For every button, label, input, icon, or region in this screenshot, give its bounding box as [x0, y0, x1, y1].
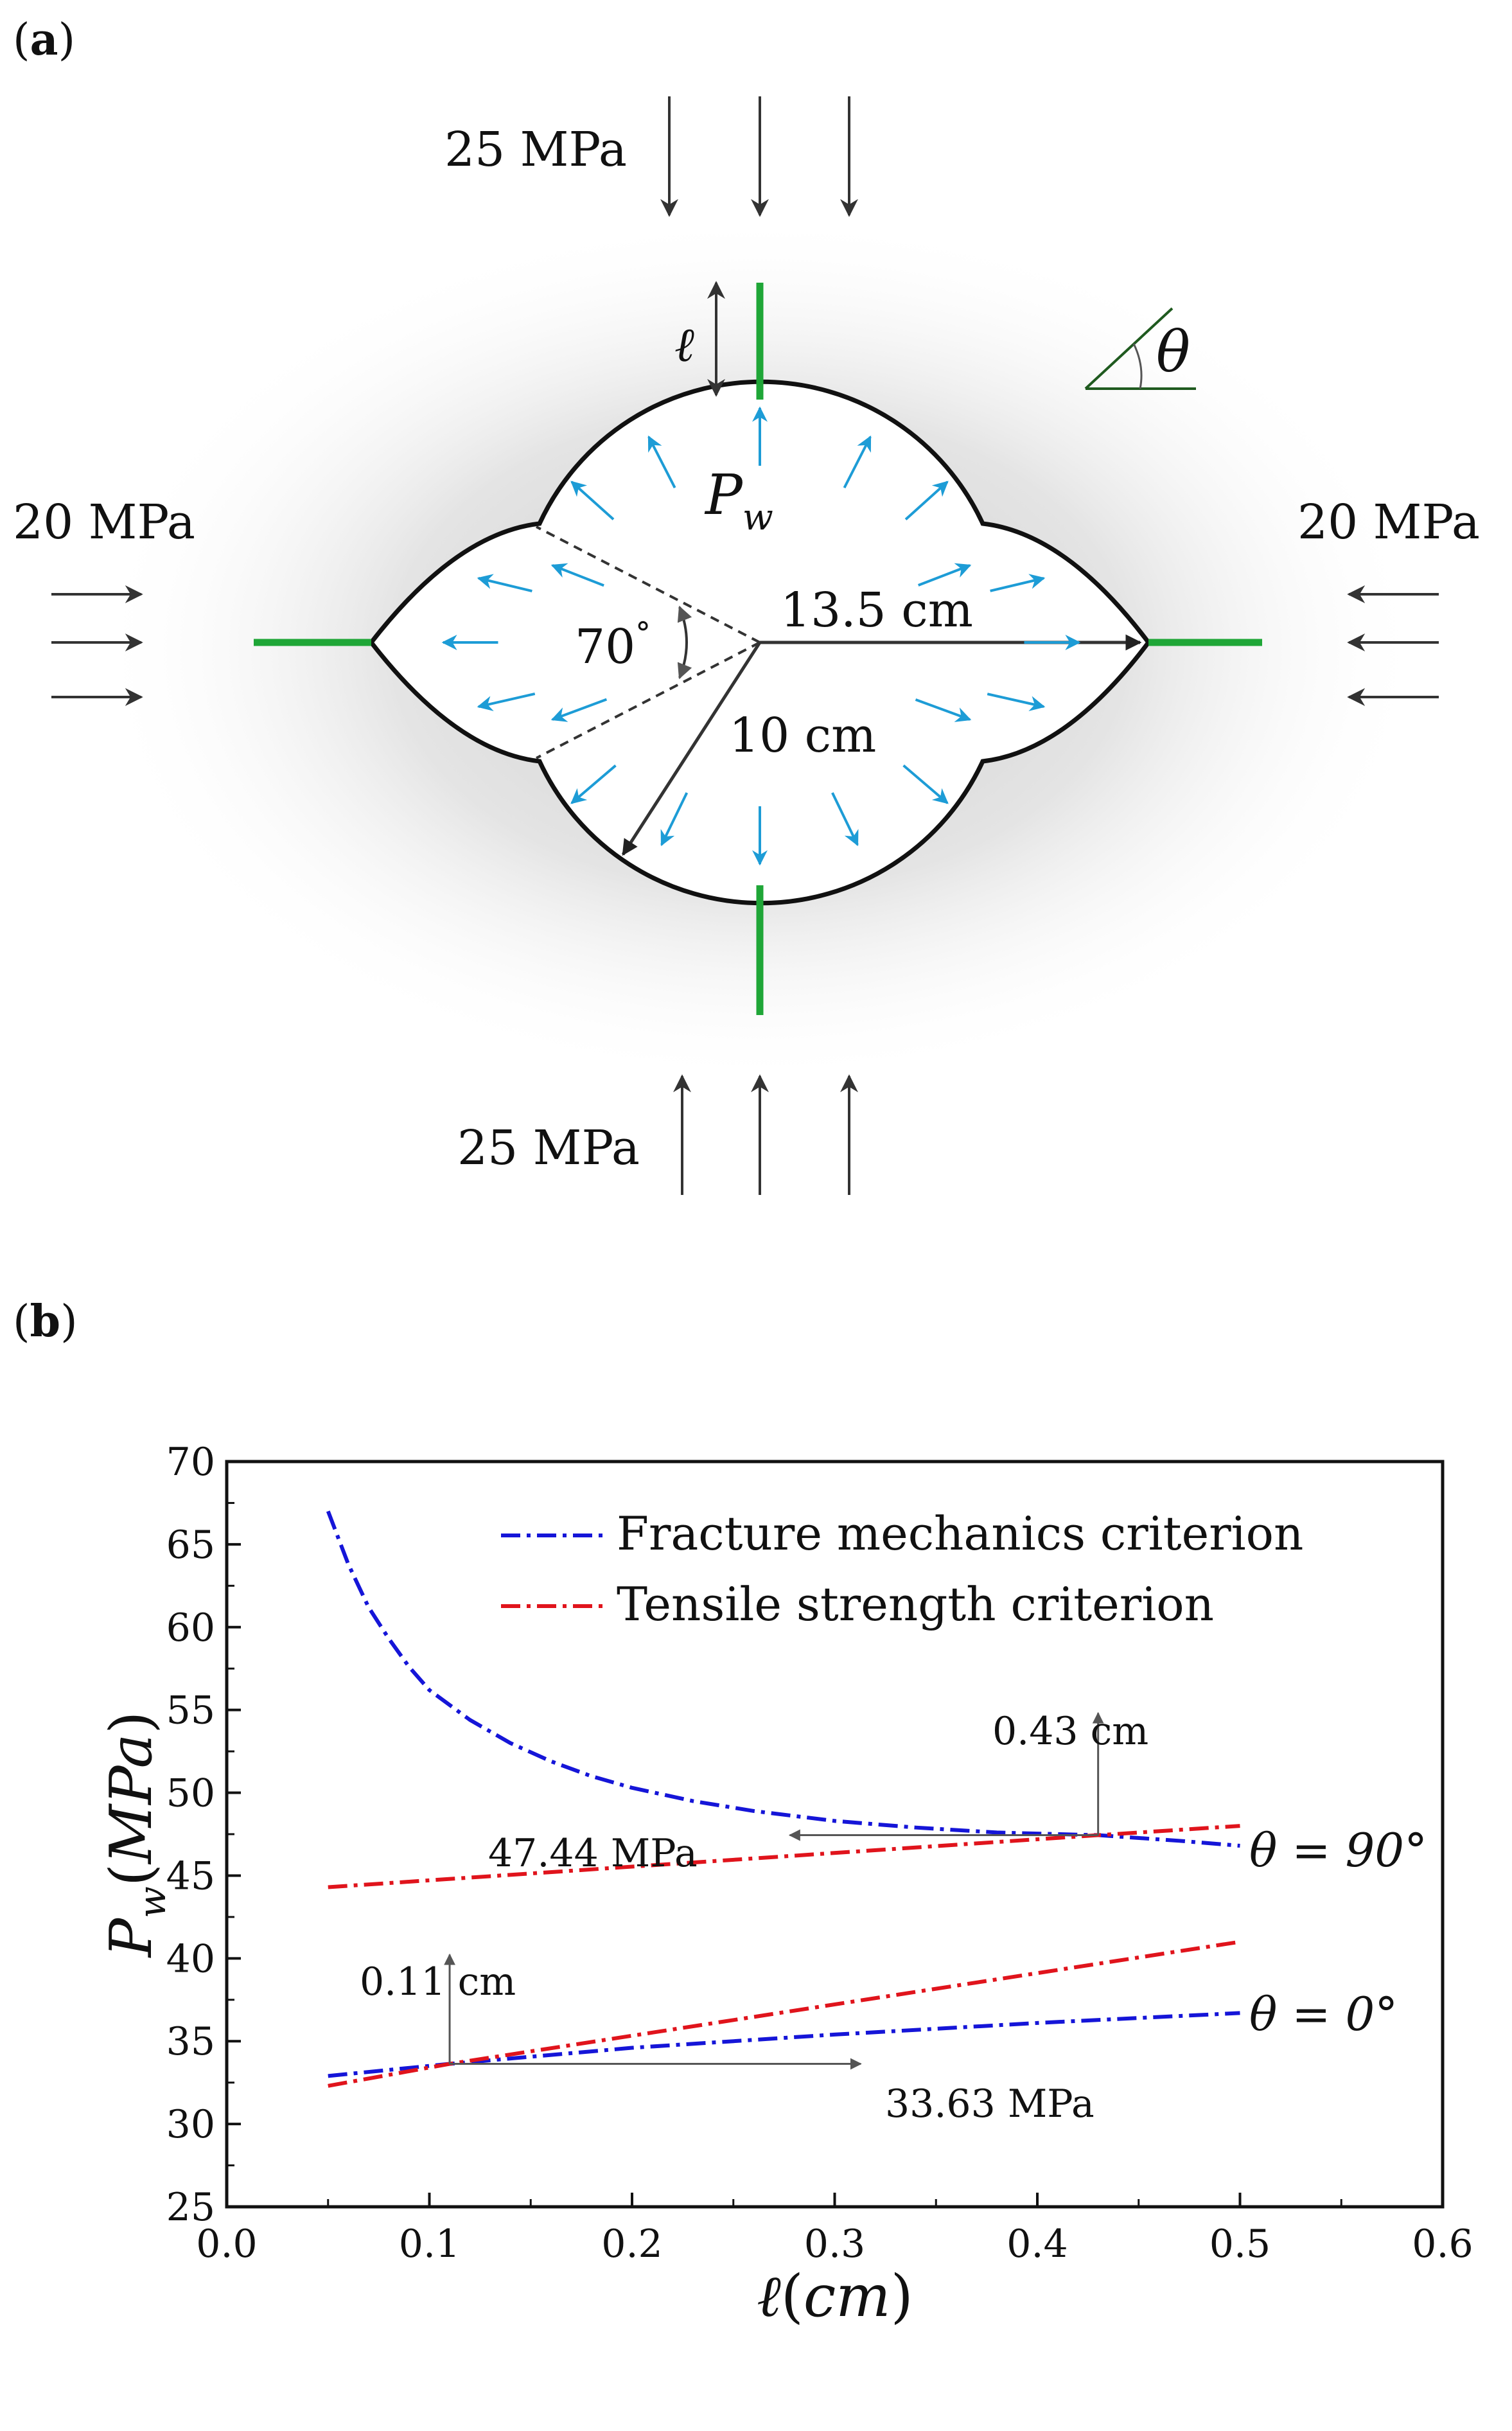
theta-0-label: θ = 0° — [1249, 1987, 1398, 2041]
pressure-arrow — [647, 435, 676, 489]
pressure-arrow — [843, 435, 872, 489]
x-tick-label: 0.6 — [1412, 2222, 1473, 2267]
pressure-arrow — [904, 481, 949, 521]
axis-ticks: 0.0 0.1 0.2 0.3 0.4 0.5 0.6 25 30 35 40 45 50 55 60 65 7… — [166, 1440, 1473, 2267]
y-tick-label: 30 — [166, 2102, 215, 2147]
y-tick-label: 25 — [166, 2185, 215, 2230]
legend-fracture-label: Fracture mechanics criterion — [617, 1507, 1303, 1560]
panel-b-label: (b) — [13, 1296, 78, 1347]
right-stress-label: 20 MPa — [1297, 495, 1480, 550]
y-axis-title: Pw(MPa) — [98, 1711, 174, 1959]
pressure-arrow — [831, 792, 859, 847]
y-tick-label: 55 — [166, 1688, 215, 1733]
panel-a: (a) — [13, 14, 1480, 1195]
radius-small-label: 10 cm — [729, 708, 876, 763]
x-tick-label: 0.0 — [196, 2222, 257, 2267]
y-tick-label: 60 — [166, 1605, 215, 1650]
x-axis-title: ℓ(cm) — [757, 2263, 913, 2330]
theta-symbol: θ — [1156, 319, 1190, 385]
x-tick-label: 0.3 — [804, 2222, 865, 2267]
pressure-arrow — [477, 574, 532, 592]
annotation-arrows — [444, 1711, 1104, 2070]
radius-small-arrow — [621, 641, 762, 856]
radius-large-label: 13.5 cm — [780, 583, 973, 638]
x-tick-label: 0.4 — [1007, 2222, 1068, 2267]
pressure-arrow — [570, 481, 615, 520]
pressure-arrow — [918, 563, 972, 587]
panel-b: (b) 0.0 0.1 0.2 0.3 0.4 0.5 0.6 25 30 35 40 45 50 55 6… — [13, 1296, 1473, 2330]
pressure-arrow — [987, 693, 1046, 711]
legend-tensile-label: Tensile strength criterion — [617, 1577, 1214, 1631]
annotation-90-pressure: 47.44 MPa — [488, 1831, 698, 1876]
annotation-0-length: 0.11 cm — [360, 1959, 516, 2004]
annotation-0-pressure: 33.63 MPa — [885, 2082, 1094, 2126]
pressure-arrow — [902, 764, 949, 804]
theta-angle-icon — [1084, 307, 1196, 390]
y-tick-label: 35 — [166, 2019, 215, 2064]
y-tick-label: 50 — [166, 1771, 215, 1816]
pressure-label: Pw — [704, 463, 773, 538]
left-stress-label: 20 MPa — [13, 495, 195, 550]
angle-construction-lines — [536, 526, 760, 759]
pressure-arrows — [441, 406, 1081, 866]
angle-value-label: 70° — [575, 615, 651, 675]
theta-90-label: θ = 90° — [1249, 1823, 1427, 1877]
pressure-arrow — [570, 765, 617, 804]
cracks — [254, 283, 1262, 1015]
panel-a-label: (a) — [13, 14, 75, 66]
x-tick-label: 0.2 — [601, 2222, 662, 2267]
pressure-arrow — [915, 698, 972, 722]
top-stress-label: 25 MPa — [444, 122, 627, 177]
y-tick-label: 40 — [166, 1936, 215, 1981]
x-tick-label: 0.5 — [1209, 2222, 1270, 2267]
series-line-0 — [326, 1510, 1240, 1848]
annotation-90-length: 0.43 cm — [992, 1709, 1148, 1754]
crack-length-symbol: ℓ — [674, 317, 694, 373]
pressure-arrow — [477, 693, 536, 711]
pressure-arrow — [990, 574, 1046, 592]
pressure-arrow — [550, 698, 608, 722]
y-tick-label: 70 — [166, 1440, 215, 1485]
y-tick-label: 45 — [166, 1853, 215, 1898]
stress-arrows — [51, 96, 1439, 1195]
pressure-arrow — [550, 563, 604, 587]
x-tick-label: 0.1 — [399, 2222, 460, 2267]
pressure-arrow — [660, 792, 689, 847]
legend: Fracture mechanics criterion Tensile str… — [501, 1507, 1303, 1631]
angle-arc — [677, 605, 692, 680]
y-tick-label: 65 — [166, 1523, 215, 1568]
series-line-2 — [328, 2011, 1240, 2078]
bottom-stress-label: 25 MPa — [457, 1120, 640, 1176]
